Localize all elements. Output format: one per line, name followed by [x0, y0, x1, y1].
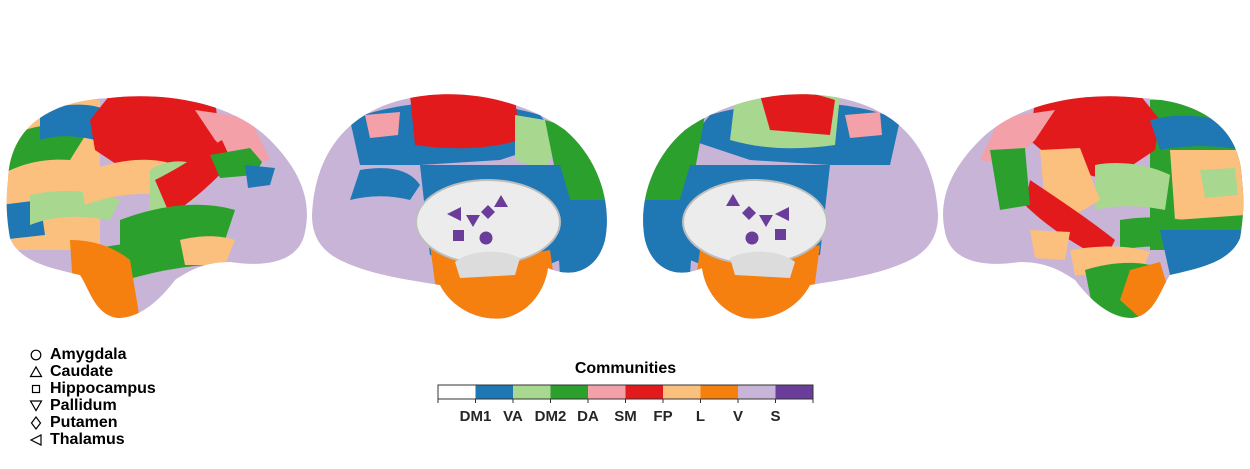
left-medial-markers: [447, 195, 508, 245]
colorbar-label: DM1: [459, 408, 492, 425]
triangle-up-icon: [29, 365, 43, 378]
legend-item-caudate: Caudate: [28, 363, 156, 380]
right-lateral-view: [943, 96, 1244, 318]
colorbar-label: FP: [653, 408, 673, 425]
colorbar-label: DA: [577, 408, 599, 425]
caudate-marker: [494, 195, 508, 207]
circle-icon: [30, 349, 42, 361]
pallidum-marker: [466, 215, 480, 227]
triangle-left-icon: [29, 434, 42, 446]
legend-item-pallidum: Pallidum: [28, 397, 156, 414]
communities-colorbar: [437, 384, 814, 403]
colorbar-label: S: [770, 408, 781, 425]
right-medial-markers: [726, 194, 789, 245]
legend-label: Putamen: [50, 414, 118, 431]
legend-item-amygdala: Amygdala: [28, 346, 156, 363]
left-medial-view: [312, 94, 607, 319]
colorbar-segment: [475, 385, 514, 399]
colorbar-segment: [663, 385, 701, 399]
amygdala-marker: [479, 231, 493, 245]
colorbar-segment: [513, 385, 551, 399]
putamen-marker: [742, 206, 756, 220]
colorbar-segment: [738, 385, 776, 399]
diamond-icon: [30, 416, 42, 430]
legend-label: Caudate: [50, 363, 114, 380]
colorbar-segment: [588, 385, 626, 399]
thalamus-marker: [447, 207, 461, 221]
brain-surface-views: [6, 94, 1244, 319]
legend-item-hippocampus: Hippocampus: [28, 380, 156, 397]
colorbar-label: V: [732, 408, 744, 425]
colorbar-label: VA: [503, 408, 523, 425]
legend-label: Amygdala: [50, 346, 127, 363]
legend-label: Hippocampus: [50, 380, 156, 397]
colorbar-segment: [625, 385, 664, 399]
pallidum-marker: [759, 215, 773, 227]
legend-label: Pallidum: [50, 397, 117, 414]
colorbar-title: Communities: [574, 360, 677, 377]
triangle-down-icon: [29, 400, 43, 412]
legend-item-thalamus: Thalamus: [28, 431, 156, 448]
hippocampus-marker: [453, 230, 464, 241]
colorbar-label: SM: [614, 408, 637, 425]
structure-legend: Amygdala Caudate Hippocampus Pallidum Pu…: [28, 346, 156, 448]
colorbar-segment: [775, 385, 814, 399]
hippocampus-marker: [775, 229, 786, 240]
colorbar-segment: [700, 385, 739, 399]
caudate-marker: [726, 194, 740, 206]
legend-label: Thalamus: [50, 431, 125, 448]
colorbar-label: DM2: [534, 408, 567, 425]
amygdala-marker: [745, 231, 759, 245]
right-medial-view: [643, 94, 938, 319]
square-icon: [31, 384, 41, 394]
legend-item-putamen: Putamen: [28, 414, 156, 431]
thalamus-marker: [775, 207, 789, 221]
putamen-marker: [481, 205, 495, 219]
colorbar-segment: [550, 385, 589, 399]
colorbar-label: L: [695, 408, 706, 425]
colorbar-segment: [438, 385, 476, 399]
left-lateral-view: [6, 96, 307, 318]
